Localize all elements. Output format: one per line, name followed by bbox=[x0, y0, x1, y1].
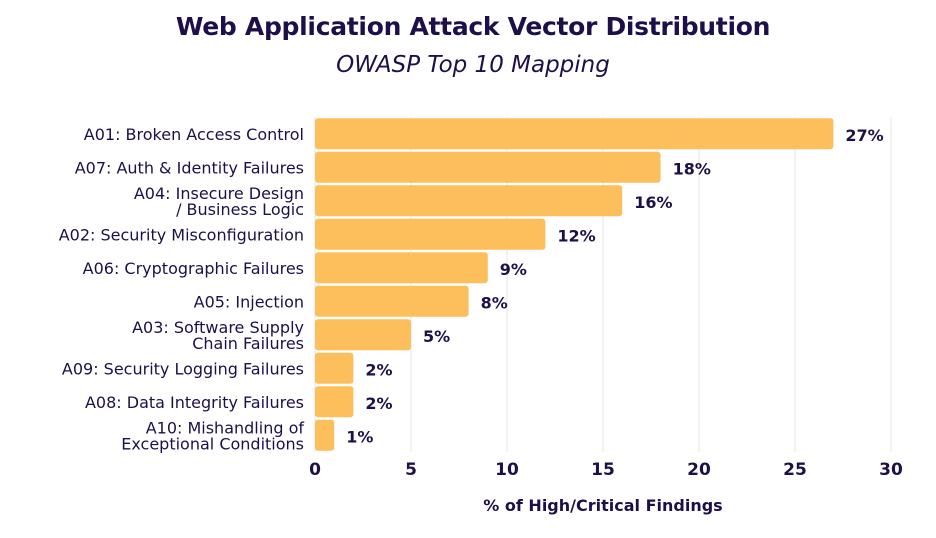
x-tick-label: 0 bbox=[309, 460, 321, 480]
y-tick-label: A10: Mishandling of Exceptional Condition… bbox=[121, 418, 304, 453]
data-label: 27% bbox=[845, 126, 883, 145]
bar bbox=[315, 352, 354, 384]
y-tick-label: A02: Security Misconfiguration bbox=[59, 225, 304, 244]
data-label: 12% bbox=[557, 226, 595, 245]
chart-title: Web Application Attack Vector Distributi… bbox=[175, 12, 771, 41]
data-label: 8% bbox=[481, 293, 508, 312]
y-tick-label: A03: Software Supply Chain Failures bbox=[132, 318, 304, 353]
x-tick-label: 20 bbox=[687, 460, 711, 480]
bar bbox=[315, 218, 546, 250]
data-label: 2% bbox=[365, 394, 392, 413]
bar bbox=[315, 252, 488, 284]
data-label: 9% bbox=[500, 260, 527, 279]
y-tick-label: A09: Security Logging Failures bbox=[62, 359, 304, 378]
x-tick-label: 15 bbox=[591, 460, 615, 480]
x-tick-label: 10 bbox=[495, 460, 519, 480]
bar bbox=[315, 185, 623, 217]
y-tick-label: A04: Insecure Design / Business Logic bbox=[134, 184, 304, 219]
x-tick-label: 25 bbox=[783, 460, 807, 480]
x-tick-label: 5 bbox=[405, 460, 417, 480]
chart-subtitle: OWASP Top 10 Mapping bbox=[336, 52, 610, 78]
bar bbox=[315, 118, 834, 150]
data-label: 2% bbox=[365, 360, 392, 379]
bar bbox=[315, 386, 354, 418]
data-label: 16% bbox=[634, 193, 672, 212]
y-tick-label: A08: Data Integrity Failures bbox=[85, 393, 304, 412]
bar bbox=[315, 419, 335, 451]
y-tick-label: A05: Injection bbox=[194, 292, 304, 311]
x-tick-label: 30 bbox=[879, 460, 903, 480]
bar bbox=[315, 285, 469, 317]
y-tick-label: A06: Cryptographic Failures bbox=[83, 259, 304, 278]
x-axis-label: % of High/Critical Findings bbox=[483, 496, 723, 515]
bar bbox=[315, 319, 411, 351]
y-tick-label: A01: Broken Access Control bbox=[84, 125, 304, 144]
bar bbox=[315, 151, 661, 183]
data-label: 18% bbox=[673, 159, 711, 178]
data-label: 5% bbox=[423, 327, 450, 346]
data-label: 1% bbox=[346, 427, 373, 446]
y-tick-label: A07: Auth & Identity Failures bbox=[75, 158, 304, 177]
